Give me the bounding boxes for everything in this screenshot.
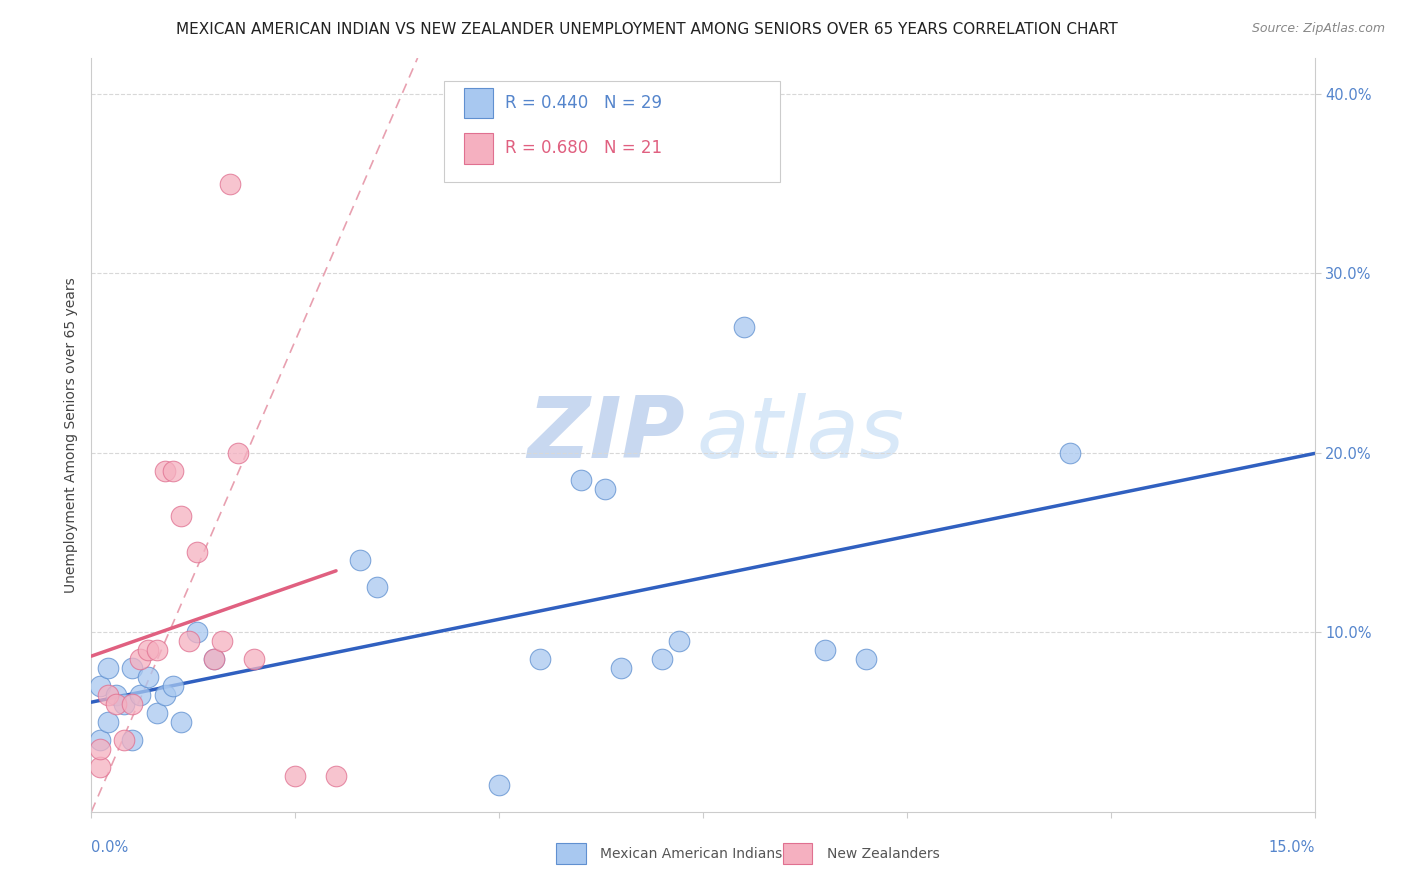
- Point: [153, 464, 176, 478]
- Point: [97, 714, 120, 729]
- Text: MEXICAN AMERICAN INDIAN VS NEW ZEALANDER UNEMPLOYMENT AMONG SENIORS OVER 65 YEAR: MEXICAN AMERICAN INDIAN VS NEW ZEALANDER…: [176, 22, 1118, 37]
- Point: [325, 769, 347, 783]
- Point: [121, 697, 143, 711]
- Text: Mexican American Indians: Mexican American Indians: [600, 847, 783, 861]
- Point: [97, 688, 120, 702]
- Point: [162, 464, 184, 478]
- Point: [89, 679, 111, 693]
- Point: [112, 697, 135, 711]
- Point: [162, 679, 184, 693]
- Point: [170, 508, 193, 523]
- Point: [243, 652, 266, 666]
- Point: [104, 697, 127, 711]
- Point: [153, 688, 176, 702]
- Point: [651, 652, 673, 666]
- Point: [121, 733, 143, 747]
- Point: [855, 652, 877, 666]
- Text: R = 0.440   N = 29: R = 0.440 N = 29: [505, 95, 662, 112]
- Point: [202, 652, 225, 666]
- Point: [112, 733, 135, 747]
- Bar: [783, 843, 811, 863]
- Text: 0.0%: 0.0%: [91, 840, 128, 855]
- Point: [219, 177, 242, 191]
- Point: [211, 634, 233, 648]
- Point: [89, 742, 111, 756]
- Bar: [557, 843, 585, 863]
- Point: [202, 652, 225, 666]
- Point: [814, 643, 837, 657]
- Point: [226, 446, 249, 460]
- Point: [569, 473, 592, 487]
- Text: New Zealanders: New Zealanders: [827, 847, 939, 861]
- FancyBboxPatch shape: [444, 80, 780, 182]
- Point: [138, 670, 160, 684]
- Point: [145, 643, 167, 657]
- Text: R = 0.680   N = 21: R = 0.680 N = 21: [505, 139, 662, 157]
- Point: [366, 581, 388, 595]
- Text: atlas: atlas: [697, 393, 905, 476]
- Point: [488, 778, 510, 792]
- Point: [529, 652, 551, 666]
- Point: [179, 634, 201, 648]
- Point: [170, 714, 193, 729]
- Y-axis label: Unemployment Among Seniors over 65 years: Unemployment Among Seniors over 65 years: [65, 277, 79, 592]
- Point: [129, 688, 152, 702]
- Point: [89, 760, 111, 774]
- Text: Source: ZipAtlas.com: Source: ZipAtlas.com: [1251, 22, 1385, 36]
- Bar: [464, 133, 492, 163]
- Point: [668, 634, 690, 648]
- Bar: [464, 88, 492, 119]
- Point: [129, 652, 152, 666]
- Point: [145, 706, 167, 720]
- Point: [186, 544, 208, 558]
- Point: [610, 661, 633, 675]
- Point: [138, 643, 160, 657]
- Point: [104, 688, 127, 702]
- Point: [1059, 446, 1081, 460]
- Point: [593, 482, 616, 496]
- Point: [97, 661, 120, 675]
- Point: [121, 661, 143, 675]
- Text: 15.0%: 15.0%: [1268, 840, 1315, 855]
- Point: [733, 320, 755, 334]
- Point: [186, 625, 208, 640]
- Point: [284, 769, 307, 783]
- Point: [89, 733, 111, 747]
- Text: ZIP: ZIP: [527, 393, 685, 476]
- Point: [349, 553, 371, 567]
